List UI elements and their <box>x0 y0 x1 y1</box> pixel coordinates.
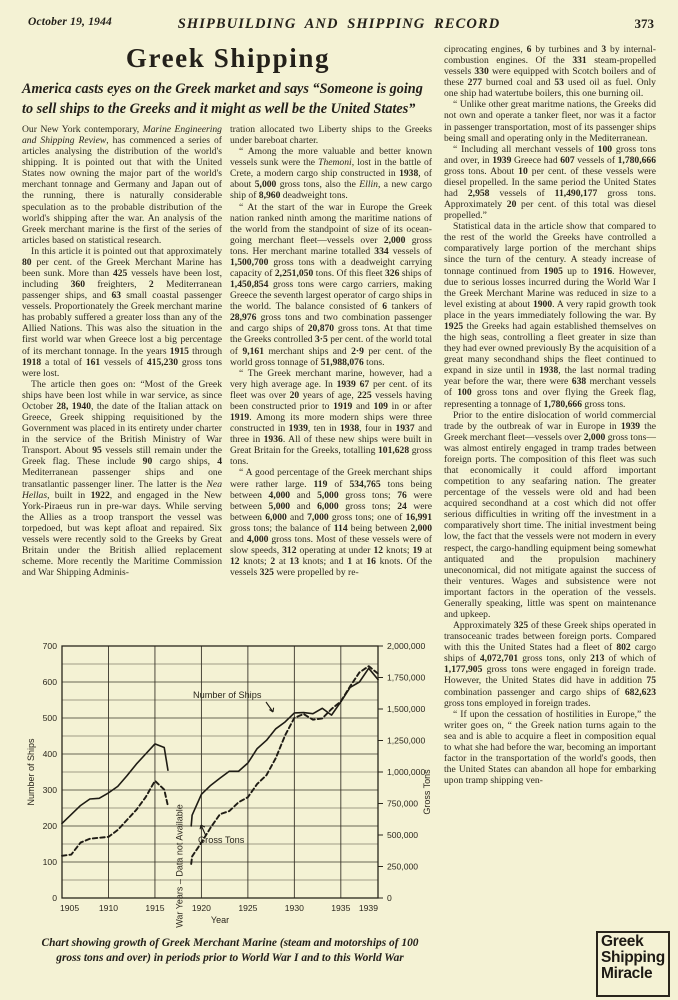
figure-caption: Chart showing growth of Greek Merchant M… <box>28 936 432 965</box>
svg-text:500: 500 <box>43 713 58 723</box>
figure-chart: 0 250,000 500,000 750,000 1,000,000 1,250,000… <box>20 636 440 992</box>
stamp-line-3: Miracle <box>601 965 653 983</box>
paragraph: “ Including all merchant vessels of 100 … <box>444 143 657 222</box>
svg-text:Number of Ships: Number of Ships <box>193 690 262 700</box>
deck-line-1: America casts eyes on the Greek market a… <box>22 81 423 98</box>
svg-text:600: 600 <box>43 677 58 687</box>
svg-text:Number of Ships: Number of Ships <box>26 738 36 806</box>
chart-area: 0 250,000 500,000 750,000 1,000,000 1,250,000… <box>20 636 440 936</box>
svg-text:200: 200 <box>43 821 58 831</box>
paragraph: The article then goes on: “Most of the G… <box>22 378 222 579</box>
svg-text:Gross Tons: Gross Tons <box>198 835 245 845</box>
svg-text:400: 400 <box>43 749 58 759</box>
page-number: 373 <box>634 16 655 31</box>
article-deck: America casts eyes on the Greek market a… <box>22 80 434 118</box>
svg-text:Year: Year <box>211 915 229 925</box>
paragraph: ciprocating engines, 6 by turbines and 3… <box>444 44 657 100</box>
stamp-line-2: Shipping <box>601 949 665 967</box>
svg-text:Gross Tons: Gross Tons <box>422 769 432 815</box>
svg-text:0: 0 <box>387 893 392 903</box>
article-column-2: tration allocated two Liberty ships to t… <box>230 124 432 578</box>
paragraph: tration allocated two Liberty ships to t… <box>230 124 432 147</box>
svg-text:1925: 1925 <box>238 903 257 913</box>
paragraph: “ The Greek merchant marine, however, ha… <box>230 367 433 468</box>
svg-text:300: 300 <box>43 785 58 795</box>
article-headline: Greek Shipping <box>125 43 331 73</box>
masthead-publication-title: SHIPBUILDING AND SHIPPING RECORD <box>177 16 501 32</box>
svg-text:1,250,000: 1,250,000 <box>387 736 425 746</box>
caption-line-3: World War <box>353 951 404 964</box>
svg-text:750,000: 750,000 <box>387 799 418 809</box>
svg-text:War Years – Data not Available: War Years – Data not Available <box>175 804 185 928</box>
svg-text:1910: 1910 <box>99 903 118 913</box>
masthead: October 19, 1944 SHIPBUILDING AND SHIPPI… <box>22 16 656 38</box>
svg-text:100: 100 <box>43 857 58 867</box>
article-column-1: Our New York contemporary, Marine Engine… <box>22 124 222 578</box>
svg-text:250,000: 250,000 <box>387 862 418 872</box>
paragraph: “ If upon the cessation of hostilities i… <box>444 708 656 787</box>
svg-text:1930: 1930 <box>285 903 304 913</box>
paragraph: “ At the start of the war in Europe the … <box>230 201 433 368</box>
svg-text:2,000,000: 2,000,000 <box>387 641 425 651</box>
headline-block: Greek Shipping America casts eyes on the… <box>22 44 434 125</box>
caption-line-1: Chart showing growth of Greek Merchant M… <box>41 937 387 949</box>
deck-line-2: to sell ships to the Greeks and it might… <box>22 100 416 117</box>
paragraph: In this article it is pointed out that a… <box>22 245 222 379</box>
svg-text:700: 700 <box>43 641 58 651</box>
svg-text:1915: 1915 <box>145 903 164 913</box>
paragraph: “ Among the more valuable and better kno… <box>230 146 432 202</box>
svg-text:1,500,000: 1,500,000 <box>387 704 425 714</box>
paragraph: “ A good percentage of the Greek merchan… <box>230 467 432 579</box>
svg-text:0: 0 <box>52 893 57 903</box>
greek-shipping-miracle-stamp: Greek Shipping Miracle <box>596 931 670 997</box>
svg-text:1,000,000: 1,000,000 <box>387 767 425 777</box>
merchant-marine-line-chart: 0 250,000 500,000 750,000 1,000,000 1,250,000… <box>26 641 432 928</box>
svg-text:1,750,000: 1,750,000 <box>387 673 425 683</box>
stamp-line-1: Greek <box>601 933 644 950</box>
svg-text:1905: 1905 <box>60 903 79 913</box>
paragraph: Statistical data in the article show tha… <box>444 221 657 410</box>
paragraph: Prior to the entire dislocation of world… <box>444 409 657 620</box>
svg-text:1920: 1920 <box>192 903 211 913</box>
caption-line-2: of 100 gross tons and over) in periods p… <box>56 937 419 964</box>
article-column-3: ciprocating engines, 6 by turbines and 3… <box>444 44 656 786</box>
paragraph: Approximately 325 of these Greek ships o… <box>444 620 657 709</box>
svg-text:500,000: 500,000 <box>387 830 418 840</box>
masthead-date: October 19, 1944 <box>28 16 113 28</box>
paragraph: “ Unlike other great maritme nations, th… <box>444 99 656 144</box>
paragraph: Our New York contemporary, Marine Engine… <box>22 124 222 246</box>
svg-text:1935: 1935 <box>331 903 350 913</box>
svg-text:1939: 1939 <box>359 903 378 913</box>
